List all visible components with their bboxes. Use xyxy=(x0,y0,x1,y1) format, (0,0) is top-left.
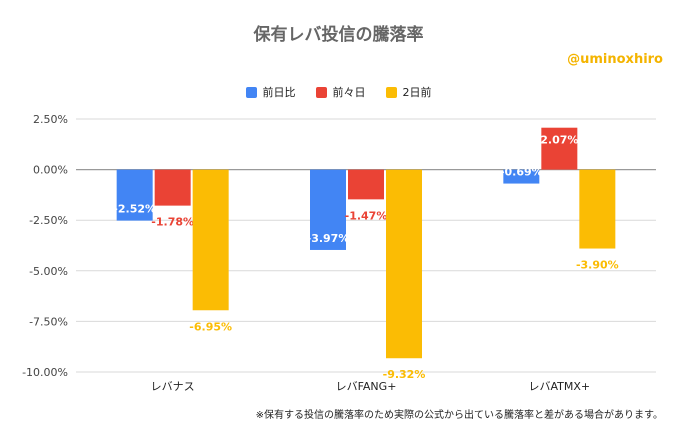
bar-0-1 xyxy=(154,169,191,206)
legend-swatch-2 xyxy=(385,86,397,98)
author-handle: @uminoxhiro xyxy=(567,52,663,67)
y-tick-label-5: -10.00% xyxy=(22,366,68,379)
y-tick-label-1: 0.00% xyxy=(33,164,68,177)
y-tick-label-3: -5.00% xyxy=(29,265,68,278)
legend-swatch-0 xyxy=(245,86,257,98)
bar-2-0 xyxy=(503,169,540,184)
data-label-2-1: 2.07% xyxy=(540,134,578,147)
data-label-0-1: -1.78% xyxy=(151,216,194,229)
bar-1-0 xyxy=(310,169,346,250)
legend-swatch-1 xyxy=(315,86,327,98)
legend-label-1: 前々日 xyxy=(332,86,366,99)
legend-item-2: 2日前 xyxy=(385,84,432,100)
y-tick-label-4: -7.50% xyxy=(29,315,68,328)
bar-2-1 xyxy=(541,127,578,170)
x-category-label-1: レバFANG+ xyxy=(336,380,397,393)
bar-1-1 xyxy=(348,169,384,200)
legend-item-0: 前日比 xyxy=(245,84,296,100)
data-label-1-0: -3.97% xyxy=(307,232,350,245)
bar-2-2 xyxy=(579,169,616,249)
data-label-0-2: -6.95% xyxy=(189,320,232,333)
legend-label-0: 前日比 xyxy=(262,86,296,99)
bar-0-0 xyxy=(116,169,153,221)
data-label-2-0: -0.69% xyxy=(500,166,543,179)
data-label-0-0: -2.52% xyxy=(113,203,156,216)
data-label-1-2: -9.32% xyxy=(383,368,426,381)
x-category-label-0: レバナス xyxy=(151,380,195,393)
y-tick-label-0: 2.50% xyxy=(33,113,68,126)
legend-label-2: 2日前 xyxy=(402,86,432,99)
footnote: ※保有する投信の騰落率のため実際の公式から出ている騰落率と差がある場合があります… xyxy=(255,410,663,421)
legend: 前日比 前々日 2日前 xyxy=(0,84,677,100)
bar-0-2 xyxy=(192,169,229,311)
y-tick-label-2: -2.50% xyxy=(29,214,68,227)
chart-title: 保有レバ投信の騰落率 xyxy=(253,25,424,45)
x-category-label-2: レバATMX+ xyxy=(529,380,591,393)
data-label-1-1: -1.47% xyxy=(345,209,388,222)
bar-1-2 xyxy=(386,169,422,359)
data-label-2-2: -3.90% xyxy=(576,259,619,272)
legend-item-1: 前々日 xyxy=(315,84,366,100)
